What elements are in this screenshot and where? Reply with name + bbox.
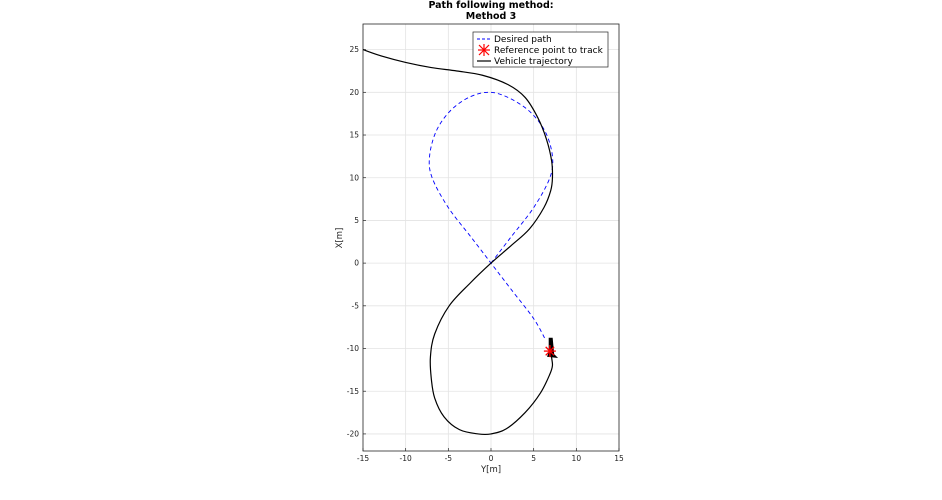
- legend-box: [472, 31, 609, 68]
- y-tick-label: 0: [354, 259, 359, 268]
- y-tick-label: -15: [347, 387, 359, 396]
- x-tick-label: 15: [614, 454, 624, 463]
- chart-subtitle: Method 3: [466, 11, 516, 22]
- x-tick-label: -15: [357, 454, 369, 463]
- x-tick-label: -5: [445, 454, 453, 463]
- grid: [362, 24, 620, 451]
- y-tick-label: -10: [347, 344, 359, 353]
- y-tick-label: -20: [347, 430, 359, 439]
- x-tick-label: 0: [489, 454, 494, 463]
- reference-point-marker: [543, 345, 556, 358]
- chart-title: Path following method:: [428, 0, 553, 11]
- x-tick-label: 5: [531, 454, 536, 463]
- y-axis-label: X[m]: [335, 228, 345, 249]
- legend: Desired path Reference point to track Ve…: [472, 31, 609, 68]
- x-tick-label: 10: [572, 454, 582, 463]
- legend-label-reference-point: Reference point to track: [494, 46, 604, 56]
- axis-ticks: -15 -10 -5 0 5 10 15 -20 -15 -10 -5 0 5 10 15 20 25: [347, 45, 624, 463]
- y-tick-label: 25: [349, 45, 359, 54]
- series-desired-path: [428, 91, 554, 341]
- y-tick-label: 5: [354, 216, 359, 225]
- legend-swatch-reference-point: [478, 44, 490, 56]
- y-tick-label: 10: [349, 173, 359, 182]
- legend-label-desired-path: Desired path: [494, 35, 552, 45]
- y-tick-label: 20: [349, 88, 359, 97]
- series-vehicle-trajectory: [362, 49, 554, 436]
- x-tick-label: -10: [400, 454, 412, 463]
- series-layer: [362, 49, 559, 436]
- legend-label-vehicle-trajectory: Vehicle trajectory: [494, 57, 574, 67]
- y-tick-label: 15: [349, 131, 359, 140]
- y-tick-label: -5: [352, 301, 360, 310]
- x-axis-label: Y[m]: [480, 465, 501, 475]
